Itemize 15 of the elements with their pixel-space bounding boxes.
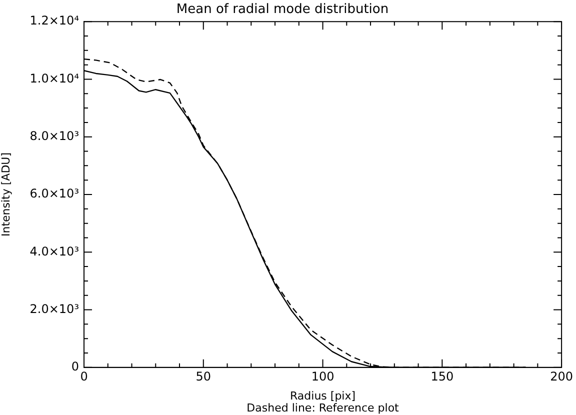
y-tick-label: 4.0×10³ (30, 244, 80, 258)
x-axis-title: Radius [pix] (290, 389, 356, 402)
x-tick-label: 200 (550, 370, 573, 384)
x-tick-label: 50 (196, 370, 212, 384)
y-axis-title: Intensity [ADU] (0, 152, 12, 237)
x-tick-label: 150 (430, 370, 454, 384)
y-tick-label: 6.0×10³ (30, 186, 80, 201)
y-tick-label: 2.0×10³ (30, 302, 80, 316)
text: Dashed line: Reference plot (246, 401, 400, 414)
y-tick-label: 8.0×10³ (30, 128, 80, 143)
chart-title: Mean of radial mode distribution (176, 2, 389, 18)
y-tick-label: 1.0×10⁴ (30, 71, 80, 86)
y-tick-label: 0 (71, 360, 79, 374)
x-tick-label: 100 (311, 370, 334, 384)
y-tick-label: 1.2×10⁴ (30, 14, 80, 28)
